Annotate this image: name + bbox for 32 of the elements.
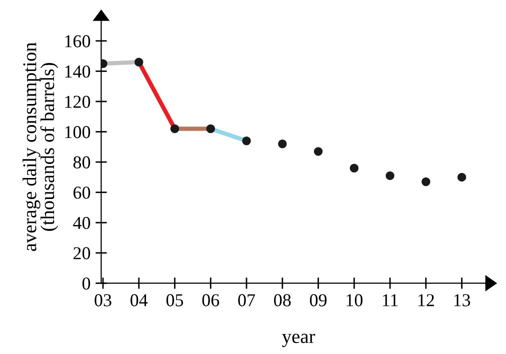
point <box>278 140 287 148</box>
point <box>422 177 430 186</box>
y-tick-label: 0 <box>82 277 90 290</box>
y-tick-label: 40 <box>73 216 90 230</box>
y-tick-label: 80 <box>73 156 90 168</box>
point <box>242 136 251 146</box>
x-tick-label: 10 <box>346 294 362 306</box>
x-tick-label: 08 <box>274 294 291 306</box>
point <box>134 58 144 66</box>
point <box>170 124 180 134</box>
point <box>350 164 359 172</box>
y-tick-label: 160 <box>65 35 90 48</box>
x-tick-label: 04 <box>130 294 148 306</box>
point <box>386 171 394 180</box>
point <box>457 172 466 182</box>
y-tick-label: 60 <box>74 186 90 199</box>
x-tick-label: 05 <box>166 294 184 306</box>
y-tick-label: 20 <box>74 247 90 260</box>
y-tick-label: 100 <box>65 126 90 138</box>
x-tick-label: 09 <box>310 294 327 306</box>
x-tick-label: 12 <box>418 294 434 306</box>
y-tick-label: 140 <box>65 65 90 78</box>
point <box>314 147 323 156</box>
x-tick-label: 11 <box>382 294 398 306</box>
x-axis-title: year <box>282 334 316 348</box>
y-tick-label: 120 <box>65 96 90 108</box>
x-tick-label: 06 <box>202 294 220 306</box>
y-axis-title: average daily consumption (thousands of barrels) <box>22 42 58 251</box>
point <box>206 124 216 134</box>
x-tick-label: 07 <box>238 294 256 306</box>
x-tick-label: 03 <box>94 294 112 306</box>
x-tick-label: 13 <box>454 294 470 306</box>
